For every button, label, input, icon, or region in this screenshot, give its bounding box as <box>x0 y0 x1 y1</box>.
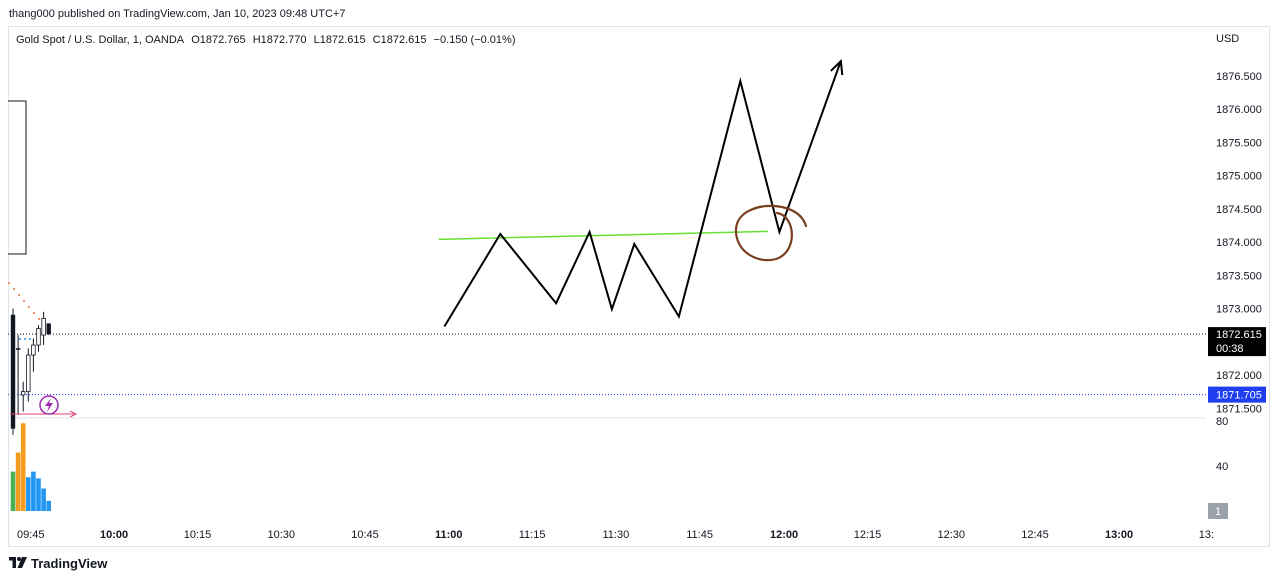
footer-brand[interactable]: TradingView <box>9 556 107 571</box>
indicator-dot <box>23 300 25 302</box>
candle-body <box>20 391 26 396</box>
candle-body <box>36 328 41 346</box>
trendline <box>438 230 769 241</box>
indicator-dot <box>13 288 15 290</box>
volume-bar <box>46 500 51 511</box>
x-tick-label: 13:00 <box>1105 529 1133 541</box>
indicator-dot <box>38 318 40 320</box>
ohlc-open: O1872.765 <box>191 34 246 46</box>
ohlc-close: C1872.615 <box>372 34 427 46</box>
y-tick-label: 1874.000 <box>1216 237 1262 249</box>
x-tick-label: 12:30 <box>938 529 966 541</box>
marker-price-value: 1871.705 <box>1216 390 1262 402</box>
x-tick-label: 13: <box>1199 529 1214 541</box>
indicator-dot <box>18 294 20 296</box>
volume-bar <box>26 477 31 511</box>
last-price-value: 1872.615 <box>1216 329 1262 341</box>
ohlc-high: H1872.770 <box>252 34 307 46</box>
x-tick-label: 12:00 <box>770 529 798 541</box>
candle-body <box>31 344 36 356</box>
x-tick-label: 12:15 <box>854 529 882 541</box>
indicator-dot <box>8 282 10 284</box>
ohlc-change: −0.150 (−0.01%) <box>433 34 516 46</box>
volume-tick-label: 40 <box>1216 461 1228 473</box>
indicator-dot <box>33 312 35 314</box>
y-tick-label: 1875.000 <box>1216 171 1262 183</box>
x-tick-label: 10:15 <box>184 529 212 541</box>
x-tick-label: 11:45 <box>686 529 713 541</box>
x-tick-label: 11:15 <box>519 529 546 541</box>
candle-body <box>26 354 31 393</box>
candle-body <box>15 347 21 350</box>
y-tick-label: 1872.000 <box>1216 370 1262 382</box>
volume-tick-label: 80 <box>1216 416 1228 428</box>
y-tick-label: 1876.500 <box>1216 71 1262 83</box>
y-tick-label: 1873.500 <box>1216 270 1262 282</box>
volume-bar <box>20 423 26 511</box>
x-tick-label: 11:00 <box>435 529 463 541</box>
last-price-countdown: 00:38 <box>1216 343 1244 355</box>
y-tick-label: 1876.000 <box>1216 104 1262 116</box>
x-tick-label: 10:00 <box>100 529 128 541</box>
volume-bar <box>31 471 36 511</box>
x-tick-label: 11:30 <box>603 529 630 541</box>
zigzag-drawing <box>443 60 842 328</box>
candle-body <box>46 323 51 335</box>
highlight-circle <box>734 204 808 262</box>
y-tick-label: 1874.500 <box>1216 204 1262 216</box>
volume-bar <box>41 488 46 511</box>
candle-body <box>41 318 46 336</box>
currency-label: USD <box>1216 33 1239 45</box>
indicator-dot <box>19 338 21 340</box>
volume-bar <box>10 471 16 511</box>
y-tick-label: 1873.000 <box>1216 304 1262 316</box>
tradingview-logo-icon <box>9 556 27 568</box>
volume-badge-bg <box>1208 503 1228 519</box>
indicator-dot <box>24 338 26 340</box>
x-tick-label: 10:30 <box>268 529 296 541</box>
ohlc-low: L1872.615 <box>313 34 366 46</box>
indicator-dot <box>29 338 31 340</box>
chart-frame[interactable] <box>8 26 1270 547</box>
brand-name: TradingView <box>31 556 108 571</box>
y-tick-label: 1875.500 <box>1216 137 1262 149</box>
rectangle-drawing <box>8 100 27 255</box>
volume-bar <box>15 452 21 511</box>
pink-arrow-head <box>69 410 78 418</box>
volume-badge: 1 <box>1215 506 1221 518</box>
marker-price-label-bg <box>1208 386 1266 403</box>
y-tick-label: 1871.500 <box>1216 403 1262 415</box>
published-line: thang000 published on TradingView.com, J… <box>9 8 346 20</box>
symbol-name[interactable]: Gold Spot / U.S. Dollar, 1, OANDA <box>16 34 185 46</box>
x-tick-label: 09:45 <box>17 529 45 541</box>
indicator-dot <box>28 306 30 308</box>
candle-body <box>10 314 16 429</box>
symbol-legend[interactable]: Gold Spot / U.S. Dollar, 1, OANDA O1872.… <box>16 34 519 46</box>
x-tick-label: 12:45 <box>1021 529 1049 541</box>
arrow-head <box>830 58 844 76</box>
x-tick-label: 10:45 <box>351 529 379 541</box>
last-price-label-bg <box>1208 327 1266 357</box>
lightning-icon-bolt <box>45 398 53 412</box>
volume-bar <box>36 478 41 511</box>
